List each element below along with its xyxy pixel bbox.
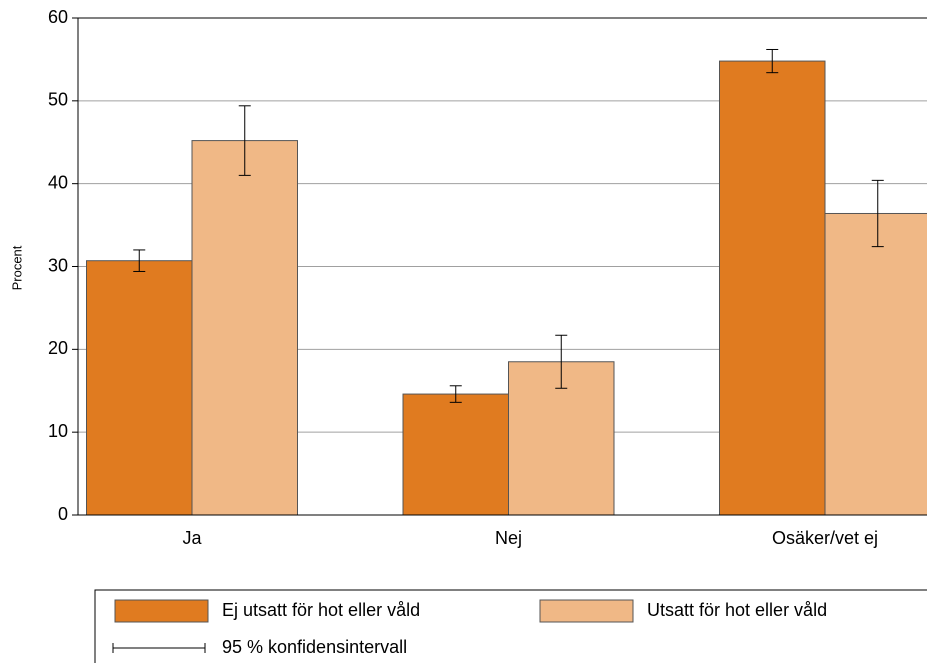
bar [719,60,826,516]
bar [824,212,927,516]
y-tick-label: 40 [48,172,68,192]
y-tick-label: 60 [48,7,68,27]
legend-label: Ej utsatt för hot eller våld [222,600,420,620]
legend-swatch [539,599,634,623]
bar [402,393,509,516]
y-tick-label: 30 [48,255,68,275]
y-tick-label: 10 [48,421,68,441]
y-tick-label: 20 [48,338,68,358]
bar [191,140,298,516]
legend-label: 95 % konfidensintervall [222,637,407,657]
y-tick-label: 0 [58,504,68,524]
bar [86,260,193,516]
legend-box [94,589,927,663]
legend-swatch [114,599,209,623]
x-tick-label: Ja [182,528,202,548]
y-tick-label: 50 [48,90,68,110]
x-tick-label: Nej [495,528,522,548]
y-axis-label: Procent [9,245,24,290]
x-tick-label: Osäker/vet ej [772,528,878,548]
legend-label: Utsatt för hot eller våld [647,600,827,620]
